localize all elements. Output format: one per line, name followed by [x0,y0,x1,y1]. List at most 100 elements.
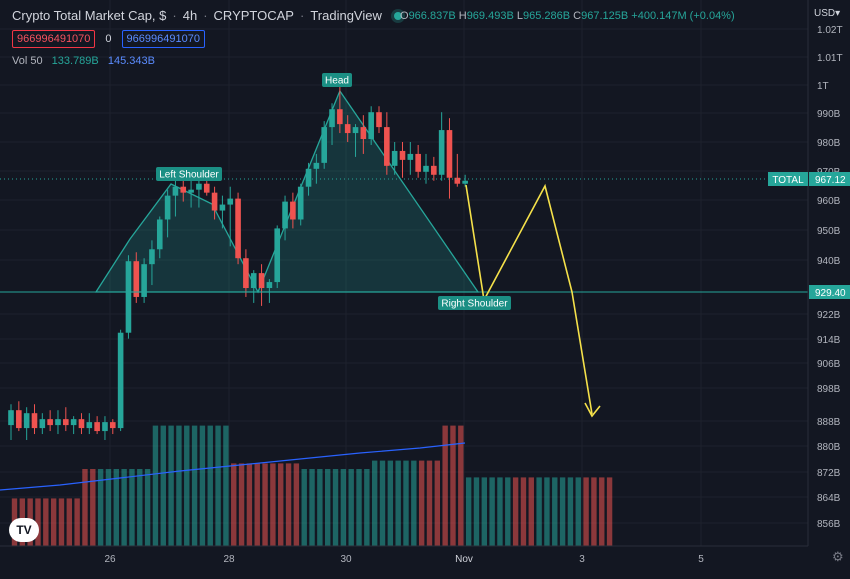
left-shoulder-label: Left Shoulder [159,170,219,181]
volume-bar [144,469,151,546]
volume-bar [403,460,409,546]
total-value: 967.12 [815,175,846,186]
candle-body [188,189,194,193]
value-box-right: 966996491070 [121,30,205,48]
candle-body [274,228,281,283]
indicator-values: 966996491070 0 966996491070 [12,30,205,48]
candle-body [297,186,304,220]
volume-bar [113,469,119,546]
volume-bar [567,477,574,546]
candle-body [376,112,382,128]
candle-body [329,109,335,128]
volume-bar [591,477,597,546]
volume-bar [168,425,174,546]
candle-body [172,186,179,196]
price-tick-label: 950B [817,226,841,237]
currency-selector[interactable]: USD▾ [814,8,840,19]
price-tick-label: 880B [817,442,841,453]
source-label: TradingView [310,8,382,23]
head-label: Head [325,76,349,87]
volume-bar [575,477,581,546]
time-tick-label: 28 [223,554,235,565]
candle-body [290,201,296,220]
exchange-label: CRYPTOCAP [213,8,294,23]
price-tick-label: 990B [817,109,841,120]
candle-body [352,127,359,134]
candle-body [415,153,421,172]
volume-bar [121,469,127,546]
volume-bar [215,425,221,546]
volume-bar [317,469,323,546]
volume-bar [254,463,260,546]
candle-body [407,153,414,160]
volume-bar [270,463,276,546]
candle-body [203,183,210,193]
gear-icon[interactable]: ⚙ [832,549,844,564]
volume-bar [285,463,292,546]
volume-bar [356,469,362,546]
value-box-middle: 0 [105,33,112,45]
symbol-title[interactable]: Crypto Total Market Cap, $ [12,8,167,23]
volume-bar [552,477,558,546]
volume-bar [528,477,534,546]
candle-body [438,130,445,175]
volume-bar [105,469,112,546]
volume-bar [544,477,550,546]
header-separator: · [299,8,305,23]
total-tag: TOTAL [772,175,804,186]
candle-body [164,195,171,220]
head-label-bg [322,73,352,87]
level-value-bg [809,285,850,299]
candle-body [321,127,327,163]
open-value: 966.837B [408,10,456,22]
left-shoulder-label-bg [156,167,222,181]
volume-ma-value: 145.343B [107,55,155,67]
volume-bar [325,469,331,546]
volume-bar [246,463,253,546]
projection-path [465,183,593,415]
volume-bar [512,477,519,546]
currency-label: USD [814,8,836,19]
volume-bar [160,425,166,546]
price-tick-label: 898B [817,384,841,395]
candle-body [360,127,367,140]
volume-legend[interactable]: Vol 50 133.789B 145.343B [12,55,155,67]
candle-body [156,219,163,250]
candle-body [8,410,14,426]
interval-label[interactable]: 4h [182,8,198,23]
volume-bar [262,463,268,546]
volume-bar [35,498,41,546]
volume-bar [58,498,65,546]
volume-bar [90,469,96,546]
candle-body [133,261,140,297]
time-tick-label: 3 [579,554,585,565]
candle-body [344,124,351,134]
volume-bar [293,463,300,546]
volume-bar [43,498,49,546]
candle-body [219,204,226,211]
price-tick-label: 1.01T [817,53,843,64]
candle-body [23,413,30,429]
volume-ma-line [0,442,466,491]
tradingview-logo[interactable]: TV [9,518,39,542]
candle-body [31,413,38,429]
volume-bar [505,477,511,546]
header-separator: · [172,8,177,23]
time-tick-label: 26 [104,554,116,565]
candle-body [431,165,437,175]
volume-bar [66,498,73,546]
candle-body [227,198,234,205]
candle-body [391,150,398,166]
time-axis-bg [0,546,850,574]
volume-bar [348,469,354,546]
volume-bar [137,469,143,546]
volume-bar [371,460,378,546]
symbol-header[interactable]: Crypto Total Market Cap, $ · 4h · CRYPTO… [12,8,408,23]
volume-bar [473,477,480,546]
right-shoulder-label-bg [438,296,511,310]
volume-bar [481,477,487,546]
level-value: 929.40 [815,288,846,299]
volume-bar [231,463,237,546]
